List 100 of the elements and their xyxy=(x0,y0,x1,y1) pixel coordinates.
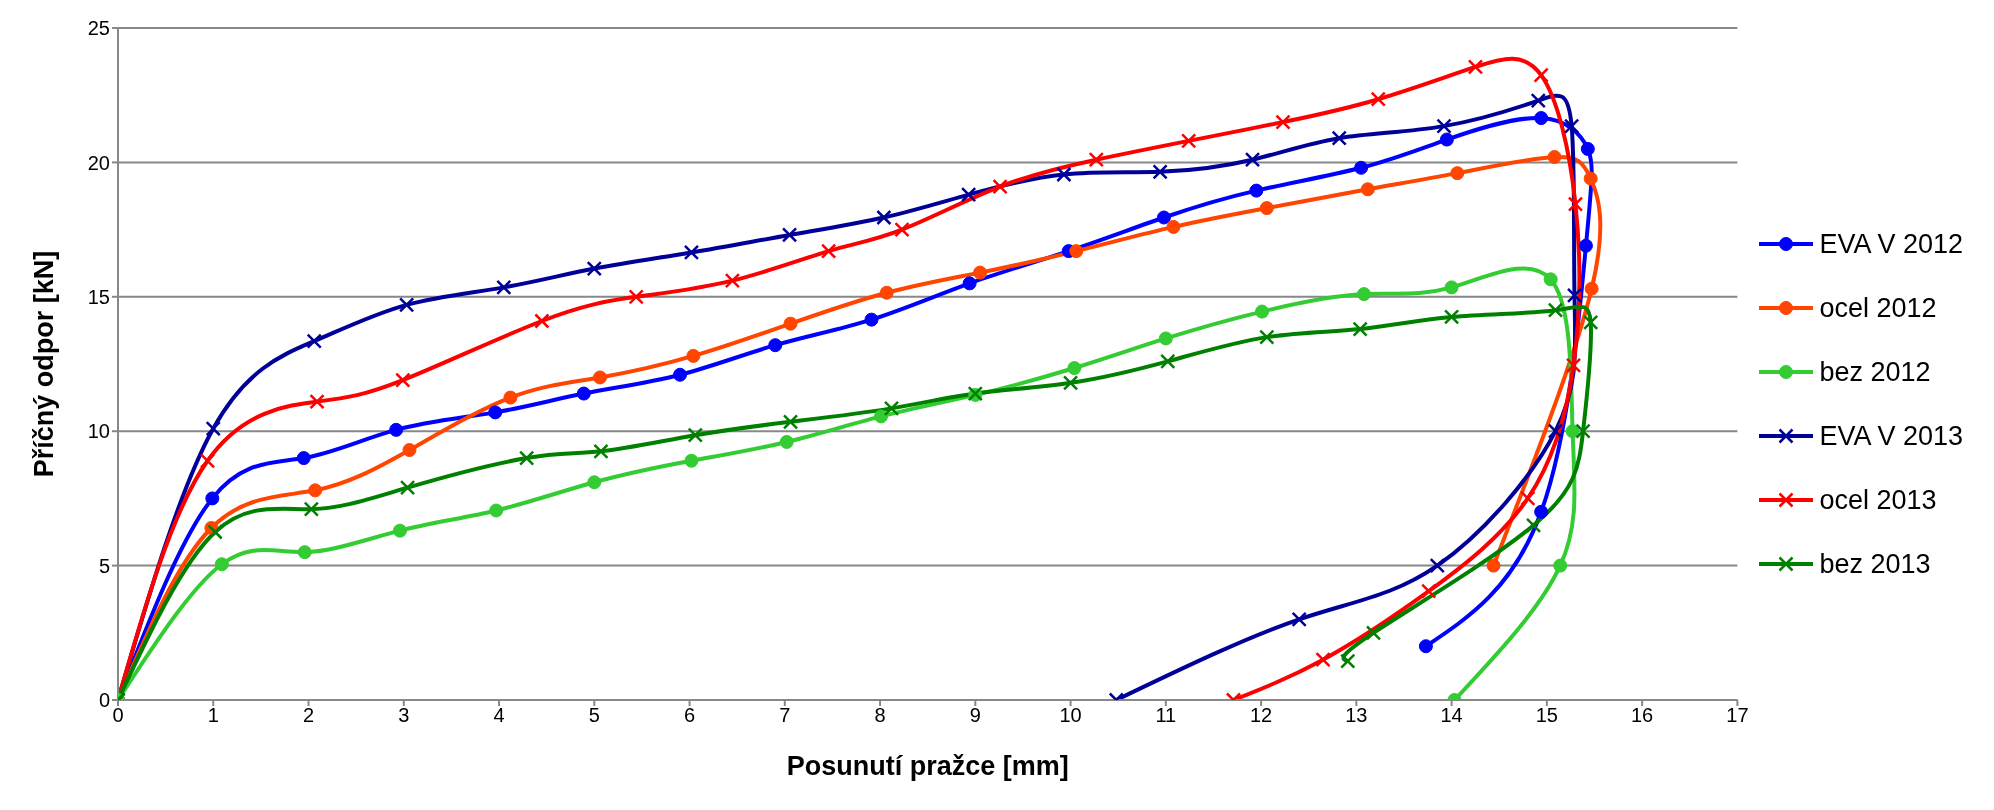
point xyxy=(1421,583,1437,599)
legend-label: bez 2013 xyxy=(1819,548,1931,580)
point xyxy=(1365,625,1382,641)
point xyxy=(1056,166,1072,183)
point xyxy=(496,279,512,296)
x-tick-label: 8 xyxy=(874,704,886,727)
point xyxy=(1439,132,1454,147)
point xyxy=(1166,219,1181,234)
x-tick-label: 17 xyxy=(1726,704,1749,727)
point xyxy=(402,443,417,458)
point xyxy=(879,285,894,300)
point xyxy=(576,386,591,401)
point xyxy=(1520,490,1536,507)
y-tick-label: 10 xyxy=(87,420,110,443)
point xyxy=(1444,280,1459,295)
point xyxy=(1565,357,1582,374)
point xyxy=(1331,130,1347,146)
point xyxy=(1152,164,1168,180)
x-axis-title: Posunutí pražce [mm] xyxy=(786,751,1069,781)
x-tick-label: 3 xyxy=(398,704,410,727)
point xyxy=(1370,91,1387,107)
point xyxy=(518,450,535,466)
x-tick-label: 4 xyxy=(493,704,505,727)
point xyxy=(1275,114,1291,130)
point xyxy=(1547,423,1564,439)
point xyxy=(1062,375,1079,391)
point xyxy=(1553,558,1568,573)
point xyxy=(883,400,900,417)
x-tick-label: 1 xyxy=(207,704,219,727)
point xyxy=(1583,171,1598,186)
point xyxy=(783,316,798,331)
point xyxy=(724,272,741,289)
point xyxy=(207,524,223,540)
point xyxy=(1354,160,1369,175)
point xyxy=(1565,424,1580,439)
x-tick-label: 0 xyxy=(112,704,124,727)
legend-label: EVA V 2013 xyxy=(1819,420,1963,452)
point xyxy=(205,491,220,506)
x-tick-label: 7 xyxy=(779,704,791,727)
point xyxy=(297,545,312,560)
point xyxy=(1580,141,1595,156)
legend-label: EVA V 2012 xyxy=(1819,228,1963,260)
point xyxy=(205,420,222,437)
point xyxy=(306,333,322,349)
point xyxy=(303,501,320,517)
y-axis-title: Příčný odpor [kN] xyxy=(28,250,59,478)
point xyxy=(214,557,229,572)
point xyxy=(781,227,798,243)
point xyxy=(864,312,879,327)
y-tick-label: 15 xyxy=(87,285,110,308)
point xyxy=(1530,92,1547,109)
point xyxy=(488,405,503,420)
point xyxy=(392,523,407,538)
x-tick-label: 15 xyxy=(1535,704,1558,727)
point xyxy=(1069,244,1084,259)
point xyxy=(1244,151,1261,168)
point xyxy=(962,276,977,291)
point xyxy=(395,372,411,388)
point xyxy=(820,243,837,259)
point xyxy=(1486,558,1501,573)
point xyxy=(960,186,977,203)
point xyxy=(296,451,311,466)
point xyxy=(1547,302,1564,318)
point xyxy=(673,367,688,382)
point xyxy=(684,453,699,468)
point xyxy=(1088,151,1105,168)
point xyxy=(587,475,602,490)
x-tick-label: 13 xyxy=(1345,704,1368,727)
point xyxy=(489,503,504,518)
legend-label: bez 2012 xyxy=(1819,356,1931,388)
point xyxy=(1356,287,1371,302)
point xyxy=(1547,150,1562,165)
point xyxy=(1156,210,1171,225)
point xyxy=(1255,304,1270,319)
point xyxy=(973,265,988,280)
point xyxy=(1436,118,1452,134)
point xyxy=(1249,183,1264,198)
point xyxy=(628,289,644,305)
y-tick-label: 5 xyxy=(98,554,110,577)
y-tick-label: 20 xyxy=(87,151,110,174)
point xyxy=(686,348,701,363)
point xyxy=(687,427,704,443)
point xyxy=(1291,611,1307,628)
point xyxy=(1418,639,1433,654)
point xyxy=(389,422,404,437)
point xyxy=(593,370,608,385)
point xyxy=(1566,287,1583,304)
point xyxy=(1259,201,1274,216)
point xyxy=(1534,504,1549,519)
x-tick-label: 9 xyxy=(969,704,981,727)
point xyxy=(1575,423,1591,439)
legend-label: ocel 2012 xyxy=(1819,292,1937,324)
point xyxy=(534,313,550,329)
point xyxy=(992,178,1008,195)
x-tick-label: 16 xyxy=(1631,704,1654,727)
point xyxy=(876,209,892,226)
point xyxy=(398,297,415,313)
point xyxy=(1467,59,1484,75)
point xyxy=(503,390,518,405)
point xyxy=(1567,196,1584,212)
